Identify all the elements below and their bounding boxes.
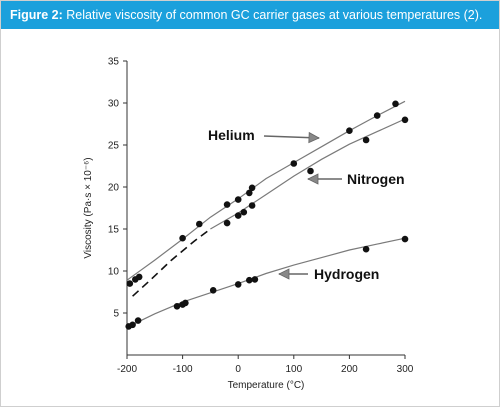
helium-data-point: [346, 127, 353, 134]
helium-data-point: [290, 160, 298, 167]
hydrogen-data-point: [129, 321, 136, 329]
plot-area: -200 -100 0 100 200 300 5 10 15 20 25 30 35 Temperatu…: [1, 29, 499, 406]
nitrogen-data-point: [307, 167, 314, 175]
hydrogen-data-point: [134, 317, 142, 324]
x-tick-label: -100: [173, 364, 193, 375]
figure-label: Figure 2:: [10, 8, 63, 22]
helium-data-point: [196, 220, 203, 228]
y-tick-label: 35: [108, 57, 120, 68]
y-tick-label: 10: [108, 267, 120, 278]
figure-caption-bar: Figure 2: Relative viscosity of common G…: [1, 1, 499, 29]
hydrogen-data-point: [251, 276, 259, 283]
viscosity-chart: -200 -100 0 100 200 300 5 10 15 20 25 30 35 Temperatu…: [83, 57, 414, 392]
helium-data-point: [223, 201, 231, 208]
nitrogen-label: Nitrogen: [347, 171, 405, 187]
hydrogen-data-point: [182, 299, 189, 307]
hydrogen-data-point: [246, 276, 253, 284]
y-tick-label: 20: [108, 183, 120, 194]
x-axis-title: Temperature (°C): [228, 380, 305, 391]
x-tick-label: 300: [397, 364, 414, 375]
hydrogen-data-point: [234, 281, 242, 288]
hydrogen-curve: [126, 237, 406, 328]
helium-data-point: [234, 196, 242, 203]
x-tick-label: 100: [285, 364, 302, 375]
nitrogen-dashed-curve: [132, 228, 211, 297]
x-tick-label: 200: [341, 364, 358, 375]
helium-data-point: [392, 100, 399, 108]
helium-curve: [126, 100, 406, 281]
hydrogen-data-point: [173, 303, 181, 310]
hydrogen-data-point: [209, 287, 217, 294]
hydrogen-arrow-head: [278, 268, 290, 280]
nitrogen-data-point: [234, 212, 242, 219]
y-tick-label: 30: [108, 99, 120, 110]
nitrogen-data-point: [401, 116, 409, 124]
helium-data-point: [126, 280, 134, 287]
nitrogen-data-point: [246, 189, 253, 197]
nitrogen-data-point: [362, 136, 370, 144]
nitrogen-data-point: [240, 208, 248, 216]
helium-data-point: [135, 273, 143, 281]
hydrogen-label: Hydrogen: [314, 266, 379, 282]
y-tick-label: 15: [108, 225, 120, 236]
nitrogen-arrow-head: [307, 173, 319, 185]
y-tick-label: 25: [108, 141, 120, 152]
figure-caption: Relative viscosity of common GC carrier …: [66, 8, 483, 22]
y-tick-label: 5: [113, 309, 119, 320]
hydrogen-data-point: [401, 235, 409, 243]
nitrogen-data-point: [223, 219, 231, 227]
helium-data-point: [373, 112, 381, 119]
x-tick-label: -200: [117, 364, 137, 375]
hydrogen-data-point: [362, 245, 370, 253]
nitrogen-data-point: [248, 202, 256, 209]
helium-data-point: [248, 184, 256, 192]
y-axis-title: Viscosity (Pa·s × 10⁻⁶): [83, 157, 94, 258]
helium-label: Helium: [208, 127, 255, 143]
x-tick-label: 0: [235, 364, 241, 375]
helium-arrow-head: [308, 131, 320, 144]
helium-data-point: [179, 234, 186, 242]
